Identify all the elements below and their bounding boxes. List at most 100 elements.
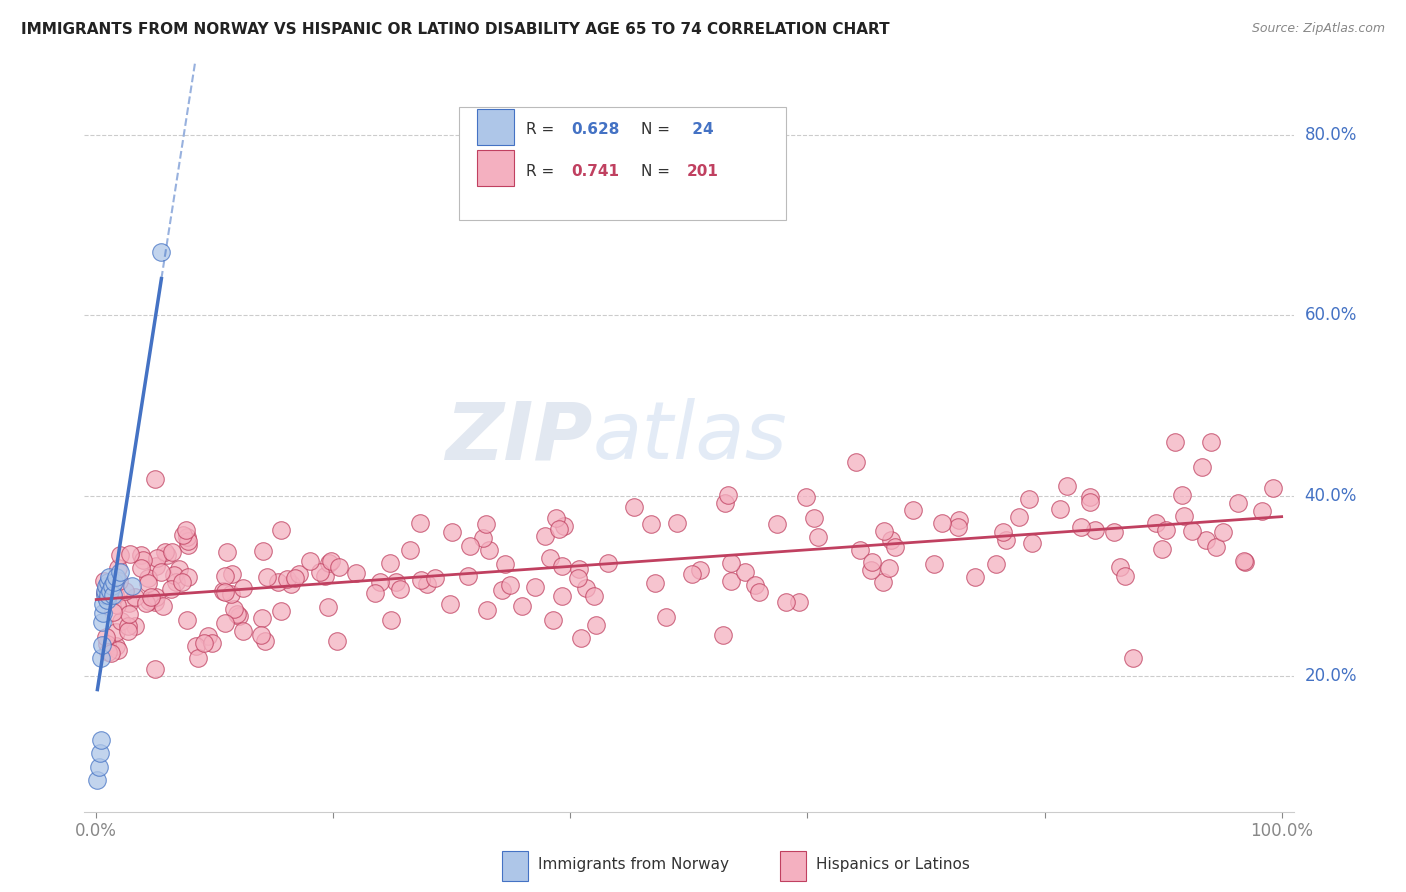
Point <box>124 590 146 604</box>
Point <box>167 562 190 576</box>
Point <box>415 576 437 591</box>
Point <box>1212 524 1234 539</box>
Point <box>222 602 245 616</box>
Point <box>1018 492 1040 507</box>
Point <box>1173 509 1195 524</box>
FancyBboxPatch shape <box>780 851 806 880</box>
Point <box>1261 481 1284 495</box>
Point <box>124 619 146 633</box>
Point <box>538 551 561 566</box>
Point <box>214 569 236 583</box>
Point <box>176 530 198 544</box>
Point <box>457 568 479 582</box>
Point <box>1199 434 1222 449</box>
Point <box>145 559 167 574</box>
Text: 60.0%: 60.0% <box>1305 306 1357 324</box>
Text: Source: ZipAtlas.com: Source: ZipAtlas.com <box>1251 22 1385 36</box>
Point <box>860 555 883 569</box>
Point <box>1056 479 1078 493</box>
Point <box>96 631 118 645</box>
Point <box>211 583 233 598</box>
Point <box>533 529 555 543</box>
Point <box>423 571 446 585</box>
Point <box>93 583 115 598</box>
Point <box>107 574 129 589</box>
FancyBboxPatch shape <box>460 107 786 219</box>
Point <box>232 581 254 595</box>
FancyBboxPatch shape <box>478 109 513 145</box>
Point <box>105 570 128 584</box>
Point <box>548 523 571 537</box>
Point <box>596 557 619 571</box>
Point <box>807 530 830 544</box>
Point <box>568 562 591 576</box>
Point <box>107 561 129 575</box>
Point <box>748 585 770 599</box>
Text: 40.0%: 40.0% <box>1305 487 1357 505</box>
Point <box>152 599 174 614</box>
Point <box>681 567 703 582</box>
Point <box>948 513 970 527</box>
Point <box>1049 502 1071 516</box>
Point <box>644 576 666 591</box>
Text: R =: R = <box>526 122 558 137</box>
Point <box>439 597 461 611</box>
Point <box>883 541 905 555</box>
Point <box>153 545 176 559</box>
Point <box>110 614 132 628</box>
Point <box>1008 510 1031 524</box>
Point <box>901 503 924 517</box>
Point <box>249 628 271 642</box>
Point <box>160 582 183 596</box>
Text: Immigrants from Norway: Immigrants from Norway <box>538 856 728 871</box>
Point <box>491 583 513 598</box>
Point <box>321 554 343 568</box>
Point <box>215 544 238 558</box>
Point <box>1171 487 1194 501</box>
Point <box>713 628 735 642</box>
Point <box>494 558 516 572</box>
Point <box>270 523 292 537</box>
Point <box>186 640 208 654</box>
Point <box>787 594 810 608</box>
Point <box>714 496 737 510</box>
Point <box>803 510 825 524</box>
Point <box>922 558 945 572</box>
Point <box>150 566 173 580</box>
Point <box>1250 504 1272 518</box>
Point <box>91 597 114 611</box>
Point <box>931 516 953 530</box>
Point <box>177 533 200 548</box>
Text: R =: R = <box>526 163 558 178</box>
Point <box>1078 490 1101 504</box>
Point <box>90 732 112 747</box>
Point <box>551 559 574 574</box>
Point <box>117 624 139 638</box>
Text: atlas: atlas <box>592 398 787 476</box>
Point <box>720 574 742 589</box>
Point <box>499 578 522 592</box>
Point <box>316 600 339 615</box>
Point <box>170 574 193 589</box>
Point <box>984 557 1007 571</box>
Point <box>143 472 166 486</box>
Point <box>138 594 160 608</box>
Point <box>177 538 200 552</box>
Point <box>89 746 111 760</box>
Text: 0.741: 0.741 <box>572 163 620 178</box>
Point <box>458 539 481 553</box>
Point <box>172 528 194 542</box>
Point <box>129 561 152 575</box>
Point <box>91 615 114 629</box>
Point <box>136 571 159 585</box>
Point <box>108 566 131 580</box>
Point <box>177 570 200 584</box>
Text: ZIP: ZIP <box>444 398 592 476</box>
Text: Hispanics or Latinos: Hispanics or Latinos <box>815 856 970 871</box>
Point <box>252 544 274 558</box>
Point <box>94 579 117 593</box>
Point <box>101 605 124 619</box>
Point <box>582 589 605 603</box>
Point <box>105 639 128 653</box>
Point <box>328 560 350 574</box>
